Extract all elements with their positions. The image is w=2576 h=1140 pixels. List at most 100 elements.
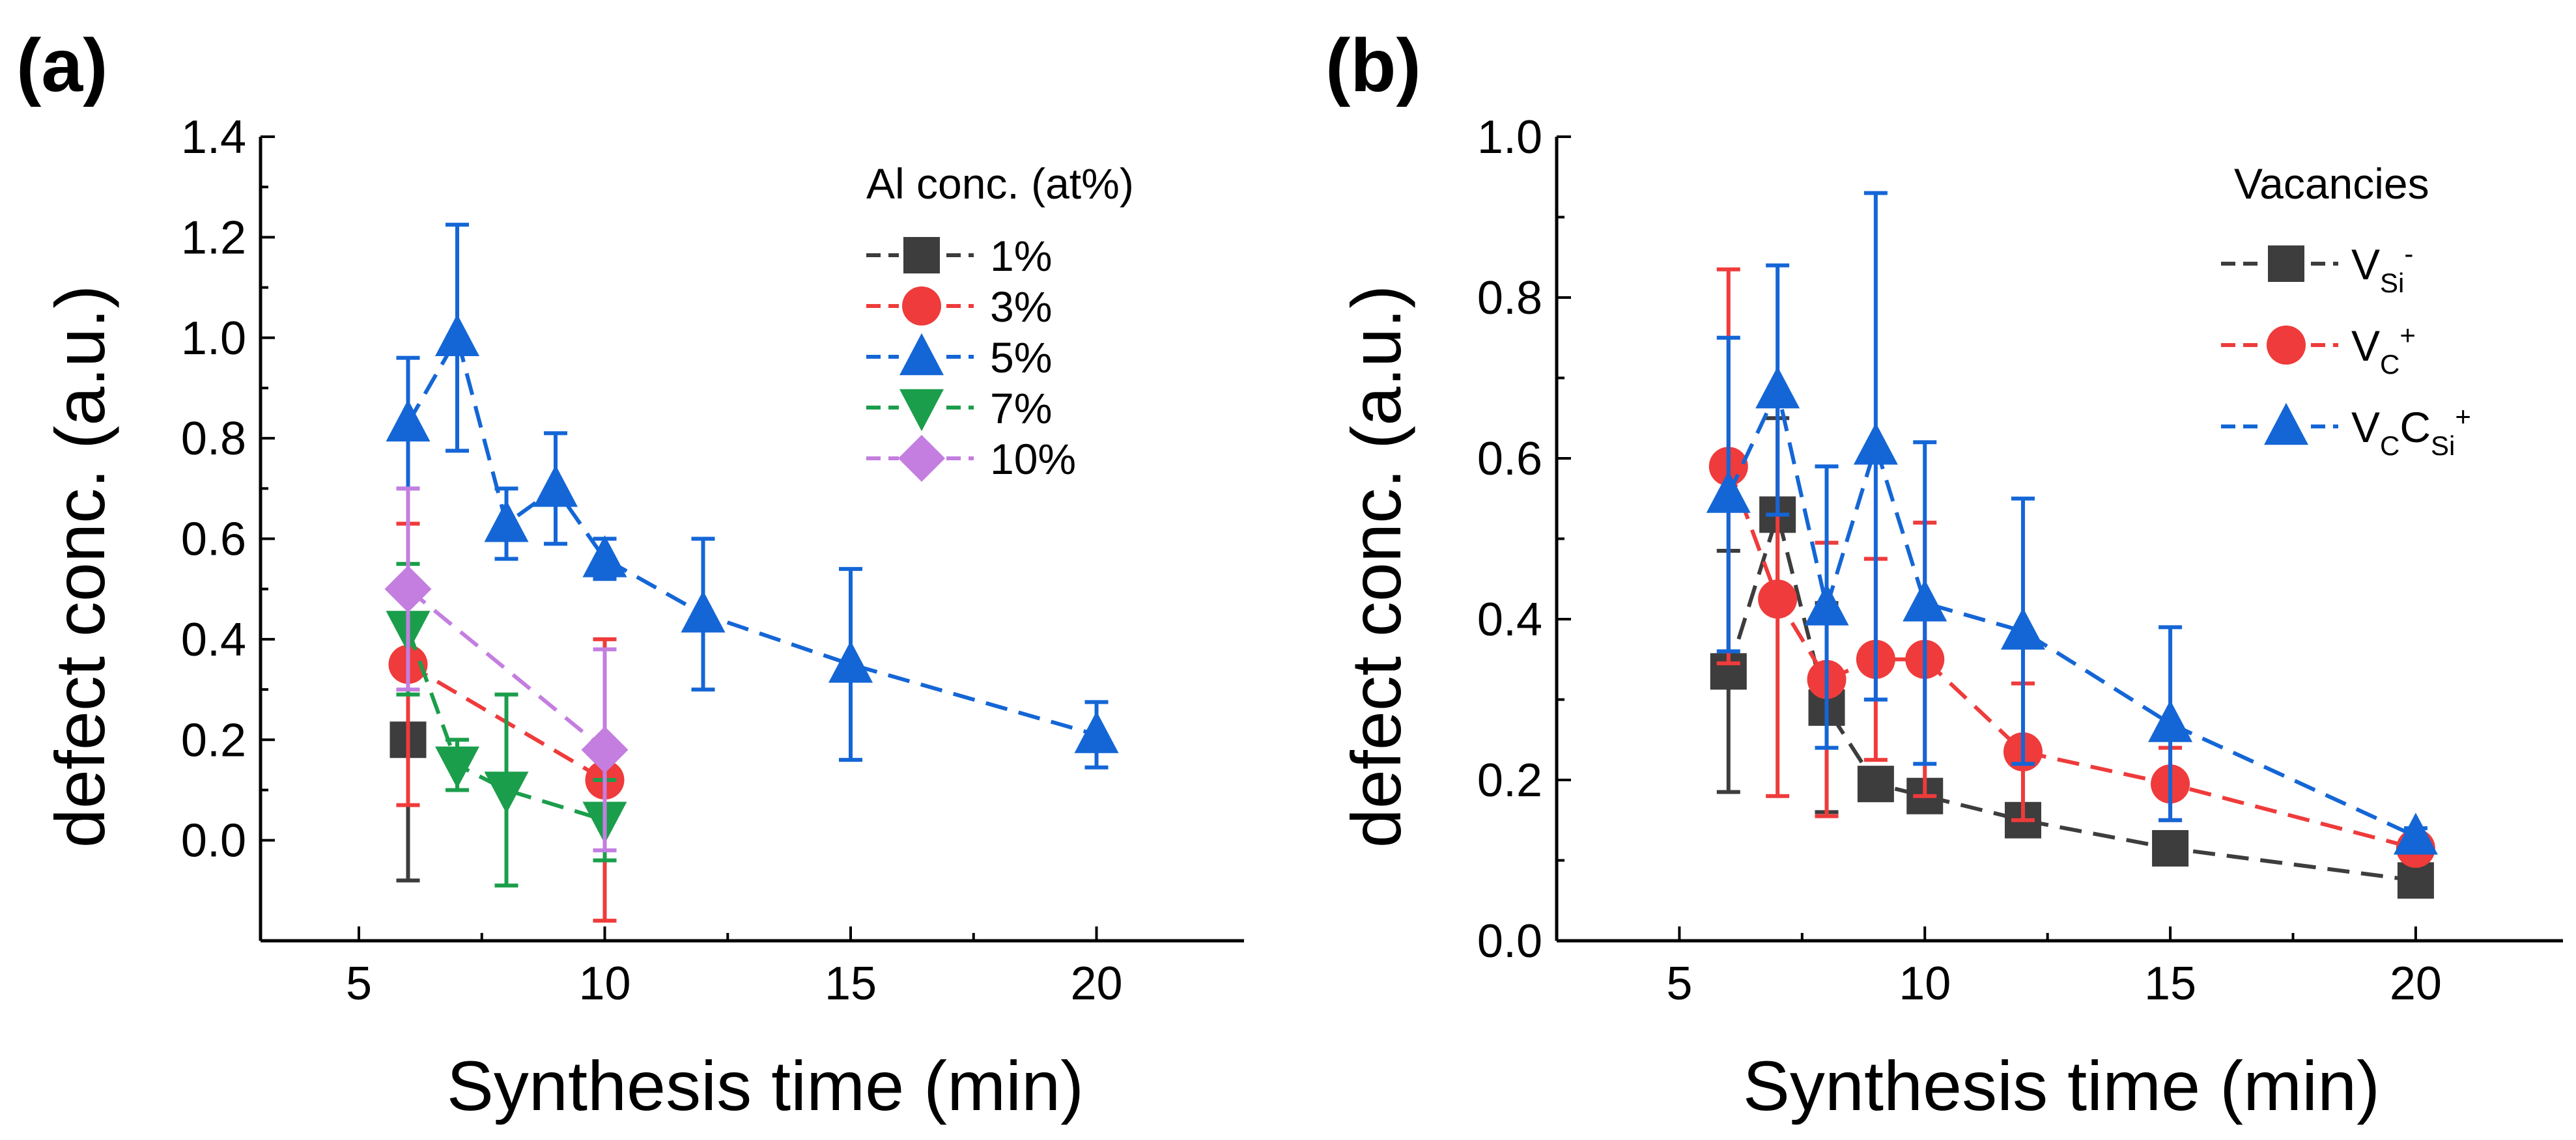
y-tick-label: 0.4 [181,614,246,666]
series-line [1727,383,2417,839]
data-point [1706,471,1751,513]
y-axis-title-a: defect conc. (a.u.) [40,285,119,848]
legend-label-part: V [2351,240,2380,288]
legend-title-b: Vacancies [2234,160,2429,208]
series-VC [1708,267,2435,868]
legend-label-part: C [2399,403,2431,451]
legend-marker [898,435,945,482]
series-line [406,628,606,822]
series-line [406,587,606,752]
x-axis-title-a: Synthesis time (min) [447,1046,1084,1125]
data-point [435,314,479,356]
legend-label-part: Si [2380,268,2404,298]
legend-label-part: C [2380,349,2399,380]
x-axis-title-b: Synthesis time (min) [1743,1046,2380,1125]
y-axis-title-b: defect conc. (a.u.) [1337,285,1415,848]
data-point [1853,423,1898,465]
y-tick-label: 0.8 [1477,272,1542,324]
data-point [2000,607,2045,650]
legend-marker [2267,326,2306,365]
legend-label-part: + [2399,320,2416,350]
legend-title-a: Al conc. (at%) [866,160,1134,208]
y-tick-label: 0.6 [1477,433,1542,485]
data-point [2152,829,2189,867]
legend-entry: 7% [866,384,1052,432]
legend-marker [2268,245,2304,282]
data-point [1857,766,1894,803]
y-tick-label: 1.2 [181,212,246,264]
y-tick-label: 0.0 [181,815,246,867]
legend-label: 10% [990,435,1076,483]
legend-label: VSi- [2351,238,2413,298]
x-tick-label: 15 [2144,958,2196,1010]
data-point [1804,583,1849,626]
data-point [1074,711,1119,753]
data-point [1755,366,1800,409]
x-tick-label: 20 [1070,958,1122,1010]
data-point [1903,579,1947,622]
data-point [581,726,629,773]
panel-b: (b) defect conc. (a.u.) Synthesis time (… [1325,24,2563,1125]
y-tick-label: 0.4 [1477,594,1542,646]
legend-label-part: V [2351,403,2380,451]
y-tick-label: 0.2 [1477,755,1542,807]
data-point [2393,813,2438,855]
legend-entry: 3% [866,283,1052,331]
data-point [582,535,627,577]
x-tick-label: 10 [1899,958,1951,1010]
legend-entry: VCCSi+ [2221,401,2471,461]
legend-label: 3% [990,283,1052,331]
data-point [435,746,479,789]
legend-label: VCCSi+ [2351,401,2471,461]
y-tick-label: 1.0 [181,313,246,365]
legend-marker [902,286,941,326]
data-point [384,565,432,613]
legend-marker [903,237,940,273]
legend-entry: 1% [866,232,1052,280]
x-tick-label: 5 [1666,958,1692,1010]
data-point [386,399,431,442]
data-point [828,641,873,683]
data-point [2148,700,2193,742]
panel-label-a: (a) [16,24,108,107]
legend-marker [2264,402,2308,445]
y-tick-label: 1.0 [1477,111,1542,163]
panel-label-b: (b) [1325,24,1421,107]
data-point [1758,579,1798,619]
legend-label: VC+ [2351,320,2416,380]
x-tick-label: 20 [2390,958,2442,1010]
data-point [681,591,726,633]
legend-entry: 5% [866,333,1052,382]
legend-entry: 10% [866,435,1076,483]
data-point [484,500,529,542]
legend-label: 7% [990,384,1052,432]
legend-entry: VC+ [2221,320,2416,380]
legend-label-part: Si [2431,430,2455,461]
y-tick-label: 0.8 [181,413,246,465]
legend-label-part: C [2380,430,2399,461]
x-tick-label: 15 [825,958,877,1010]
legend-label-part: - [2404,238,2413,269]
y-tick-label: 1.4 [181,111,246,163]
series-5pct [386,223,1119,770]
data-point [484,772,529,814]
data-point [2397,862,2434,899]
legend-label-part: + [2455,401,2471,432]
series-line [1726,507,2416,883]
x-tick-label: 5 [346,958,372,1010]
data-point [533,465,578,507]
legend-marker [899,333,944,376]
legend-entry: VSi- [2221,238,2413,298]
legend-marker [899,389,944,432]
series-line [406,332,1097,737]
legend-label: 5% [990,333,1052,382]
legend-label: 1% [990,232,1052,280]
y-tick-label: 0.6 [181,514,246,566]
series-VCCSi [1706,191,2438,855]
x-tick-label: 10 [578,958,630,1010]
panel-a: (a) defect conc. (a.u.) Synthesis time (… [16,24,1244,1125]
y-tick-label: 0.0 [1477,915,1542,967]
series-10pct [384,486,629,853]
legend-label-part: V [2351,322,2380,370]
